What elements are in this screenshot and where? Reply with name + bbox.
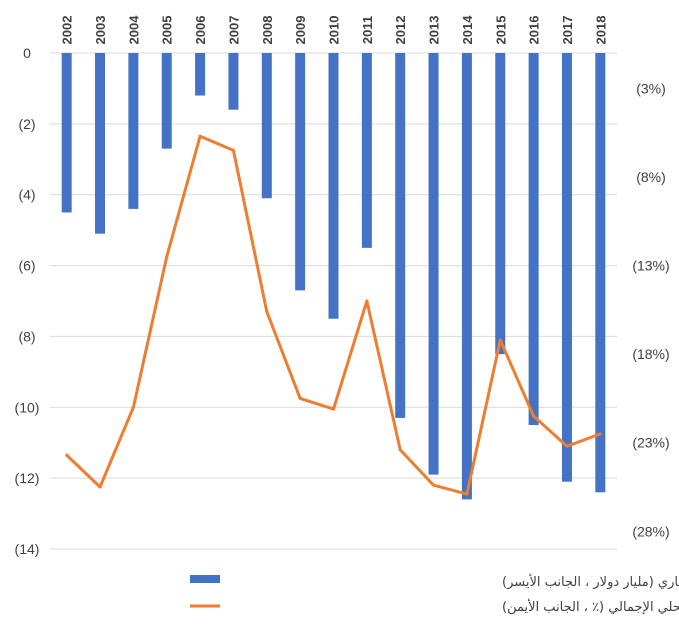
line-point-2012 <box>398 448 402 452</box>
x-tick-label: 2002 <box>60 16 75 45</box>
x-tick-label: 2006 <box>193 16 208 45</box>
left-tick-label: (14) <box>15 541 40 557</box>
line-point-2004 <box>131 405 135 409</box>
bar-2009 <box>295 53 306 291</box>
left-tick-label: 0 <box>23 45 31 61</box>
line-point-2010 <box>332 407 335 411</box>
x-tick-label: 2007 <box>226 16 241 45</box>
line-point-2011 <box>365 299 369 303</box>
right-axis-tick-labels: (3%) (8%) (13%) (18%) (23%) (28%) <box>632 80 669 539</box>
line-point-2018 <box>598 432 602 436</box>
bar-2007 <box>228 53 239 110</box>
line-point-2013 <box>432 483 436 487</box>
left-tick-label: (2) <box>18 116 35 132</box>
x-tick-label: 2004 <box>126 15 141 45</box>
left-tick-label: (6) <box>18 258 35 274</box>
bar-series <box>61 53 606 500</box>
line-point-2009 <box>298 396 302 400</box>
left-tick-label: (12) <box>15 470 40 486</box>
x-tick-label: 2016 <box>527 16 542 45</box>
legend-label-line-series: نسبة إلى الناتج المحلي الإجمالي (٪ ، الج… <box>502 598 679 615</box>
bar-2018 <box>595 53 606 493</box>
bar-2002 <box>61 53 72 213</box>
legend: رصيد الحساب الجاري (مليار دولار ، الجانب… <box>190 573 679 615</box>
line-point-2003 <box>98 485 102 489</box>
x-tick-label: 2014 <box>460 15 475 45</box>
x-tick-label: 2011 <box>360 16 375 44</box>
line-point-2002 <box>65 453 69 457</box>
line-series <box>65 134 602 496</box>
x-tick-label: 2010 <box>327 16 342 45</box>
line-point-2005 <box>165 255 169 259</box>
right-tick-label: (18%) <box>632 346 669 362</box>
bar-2004 <box>128 53 139 209</box>
right-tick-label: (3%) <box>636 80 666 96</box>
x-tick-label: 2012 <box>393 16 408 45</box>
x-tick-label: 2018 <box>593 16 608 45</box>
left-tick-label: (4) <box>18 187 35 203</box>
right-tick-label: (28%) <box>632 523 669 539</box>
bar-2016 <box>528 53 539 425</box>
legend-label-bar-series: رصيد الحساب الجاري (مليار دولار ، الجانب… <box>502 573 679 590</box>
bar-2011 <box>361 53 372 248</box>
line-point-2017 <box>565 444 569 448</box>
right-tick-label: (8%) <box>636 169 666 185</box>
x-tick-label: 2008 <box>260 16 275 45</box>
x-tick-label: 2009 <box>293 16 308 45</box>
line-point-2006 <box>198 134 202 138</box>
bar-2006 <box>195 53 206 96</box>
bar-2005 <box>161 53 172 149</box>
bar-2017 <box>561 53 572 482</box>
right-tick-label: (13%) <box>632 258 669 274</box>
bar-2013 <box>428 53 439 475</box>
line-point-2014 <box>465 492 469 496</box>
bar-2012 <box>395 53 406 418</box>
x-tick-label: 2013 <box>427 16 442 45</box>
bar-2014 <box>461 53 472 500</box>
x-tick-label: 2017 <box>560 16 575 45</box>
legend-swatch-bar-series <box>190 575 220 583</box>
left-axis-tick-labels: 0 (2) (4) (6) (8) (10) (12) (14) <box>15 45 40 557</box>
bar-2015 <box>495 53 506 355</box>
x-axis-tick-labels: 2002 2003 2004 2005 2006 2007 2008 2009 2010 2011… <box>60 15 609 45</box>
right-tick-label: (23%) <box>632 435 669 451</box>
bar-2008 <box>261 53 272 199</box>
line-point-2016 <box>532 414 536 418</box>
left-tick-label: (10) <box>15 399 40 415</box>
x-tick-label: 2005 <box>160 16 175 45</box>
line-point-2007 <box>231 148 235 152</box>
line-point-2008 <box>265 310 269 314</box>
bar-2003 <box>95 53 106 234</box>
x-tick-label: 2003 <box>93 16 108 45</box>
left-tick-label: (8) <box>18 328 35 344</box>
line-point-2015 <box>498 338 502 342</box>
x-tick-label: 2015 <box>493 16 508 45</box>
bar-2010 <box>328 53 339 319</box>
